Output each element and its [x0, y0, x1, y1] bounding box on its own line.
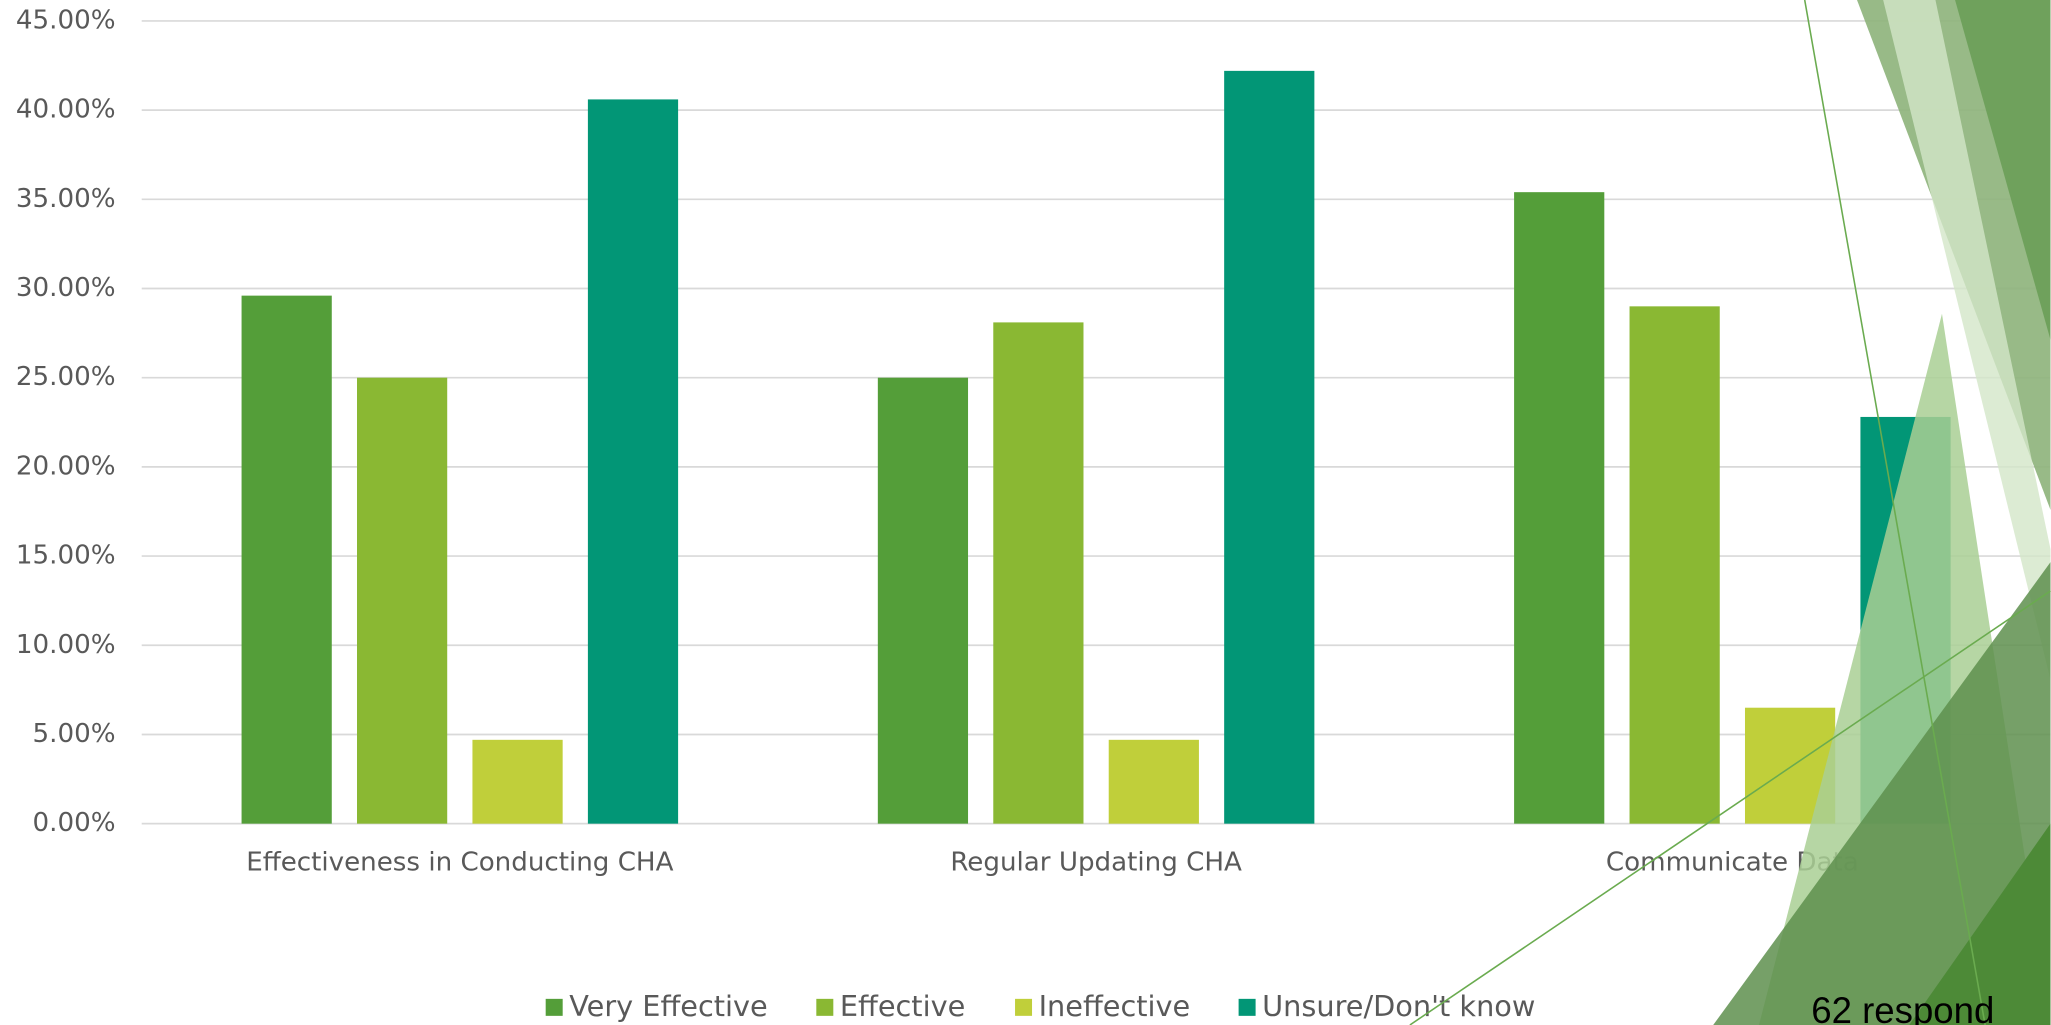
- decor-shape: [1713, 562, 2051, 1025]
- legend-label: Unsure/Don't know: [1262, 989, 1535, 1023]
- bar: [587, 99, 679, 824]
- x-tick-label: Effectiveness in Conducting CHA: [246, 847, 673, 877]
- y-tick-label: 35.00%: [16, 184, 116, 214]
- y-tick-label: 15.00%: [16, 541, 116, 571]
- legend-label: Effective: [840, 989, 965, 1023]
- bar: [241, 295, 332, 824]
- decor-shape: [1955, 0, 2051, 340]
- legend-swatch: [545, 998, 563, 1016]
- y-tick-label: 30.00%: [16, 273, 116, 303]
- legend-label: Ineffective: [1039, 989, 1191, 1023]
- decor-line: [1409, 590, 2051, 1025]
- plot-area: 0.00% 5.00% 10.00% 15.00% 20.00% 25.00% 30.00%…: [16, 5, 2051, 1023]
- bar: [993, 322, 1084, 824]
- legend-swatch: [1015, 998, 1033, 1016]
- bar: [877, 377, 969, 824]
- bar: [1108, 739, 1199, 824]
- bar: [472, 739, 563, 824]
- annotation: 62 respond: [1811, 990, 1994, 1025]
- decoration: [1409, 0, 2051, 1025]
- legend-swatch: [1238, 998, 1256, 1016]
- decor-shape: [1909, 823, 2051, 1025]
- bar: [1629, 306, 1720, 824]
- bar: [1224, 70, 1315, 824]
- decor-line: [1803, 0, 1986, 1025]
- y-tick-label: 5.00%: [33, 719, 116, 749]
- bar: [357, 377, 448, 824]
- x-tick-label: Regular Updating CHA: [950, 847, 1242, 877]
- bar: [1514, 192, 1605, 824]
- y-tick-label: 20.00%: [16, 451, 116, 481]
- legend-label: Very Effective: [569, 989, 768, 1023]
- y-tick-label: 10.00%: [16, 630, 116, 660]
- decor-shape: [1883, 0, 2051, 680]
- y-tick-label: 45.00%: [16, 5, 116, 35]
- y-tick-label: 25.00%: [16, 362, 116, 392]
- y-tick-label: 40.00%: [16, 95, 116, 125]
- y-tick-label: 0.00%: [33, 808, 116, 838]
- legend-swatch: [816, 998, 834, 1016]
